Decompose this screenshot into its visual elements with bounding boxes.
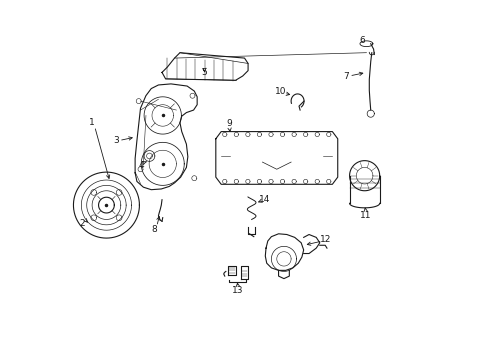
Text: 13: 13 bbox=[232, 286, 244, 295]
Text: 11: 11 bbox=[359, 211, 371, 220]
Text: 4: 4 bbox=[138, 161, 144, 170]
Text: 1: 1 bbox=[89, 118, 94, 127]
Text: 14: 14 bbox=[258, 195, 269, 204]
Text: 9: 9 bbox=[226, 119, 232, 128]
Text: 7: 7 bbox=[342, 72, 348, 81]
Text: 12: 12 bbox=[319, 235, 330, 244]
Text: 10: 10 bbox=[275, 86, 286, 95]
Text: 6: 6 bbox=[359, 36, 364, 45]
Text: 8: 8 bbox=[151, 225, 157, 234]
Text: 3: 3 bbox=[113, 136, 119, 145]
Text: 2: 2 bbox=[80, 219, 85, 228]
Text: 5: 5 bbox=[201, 68, 207, 77]
